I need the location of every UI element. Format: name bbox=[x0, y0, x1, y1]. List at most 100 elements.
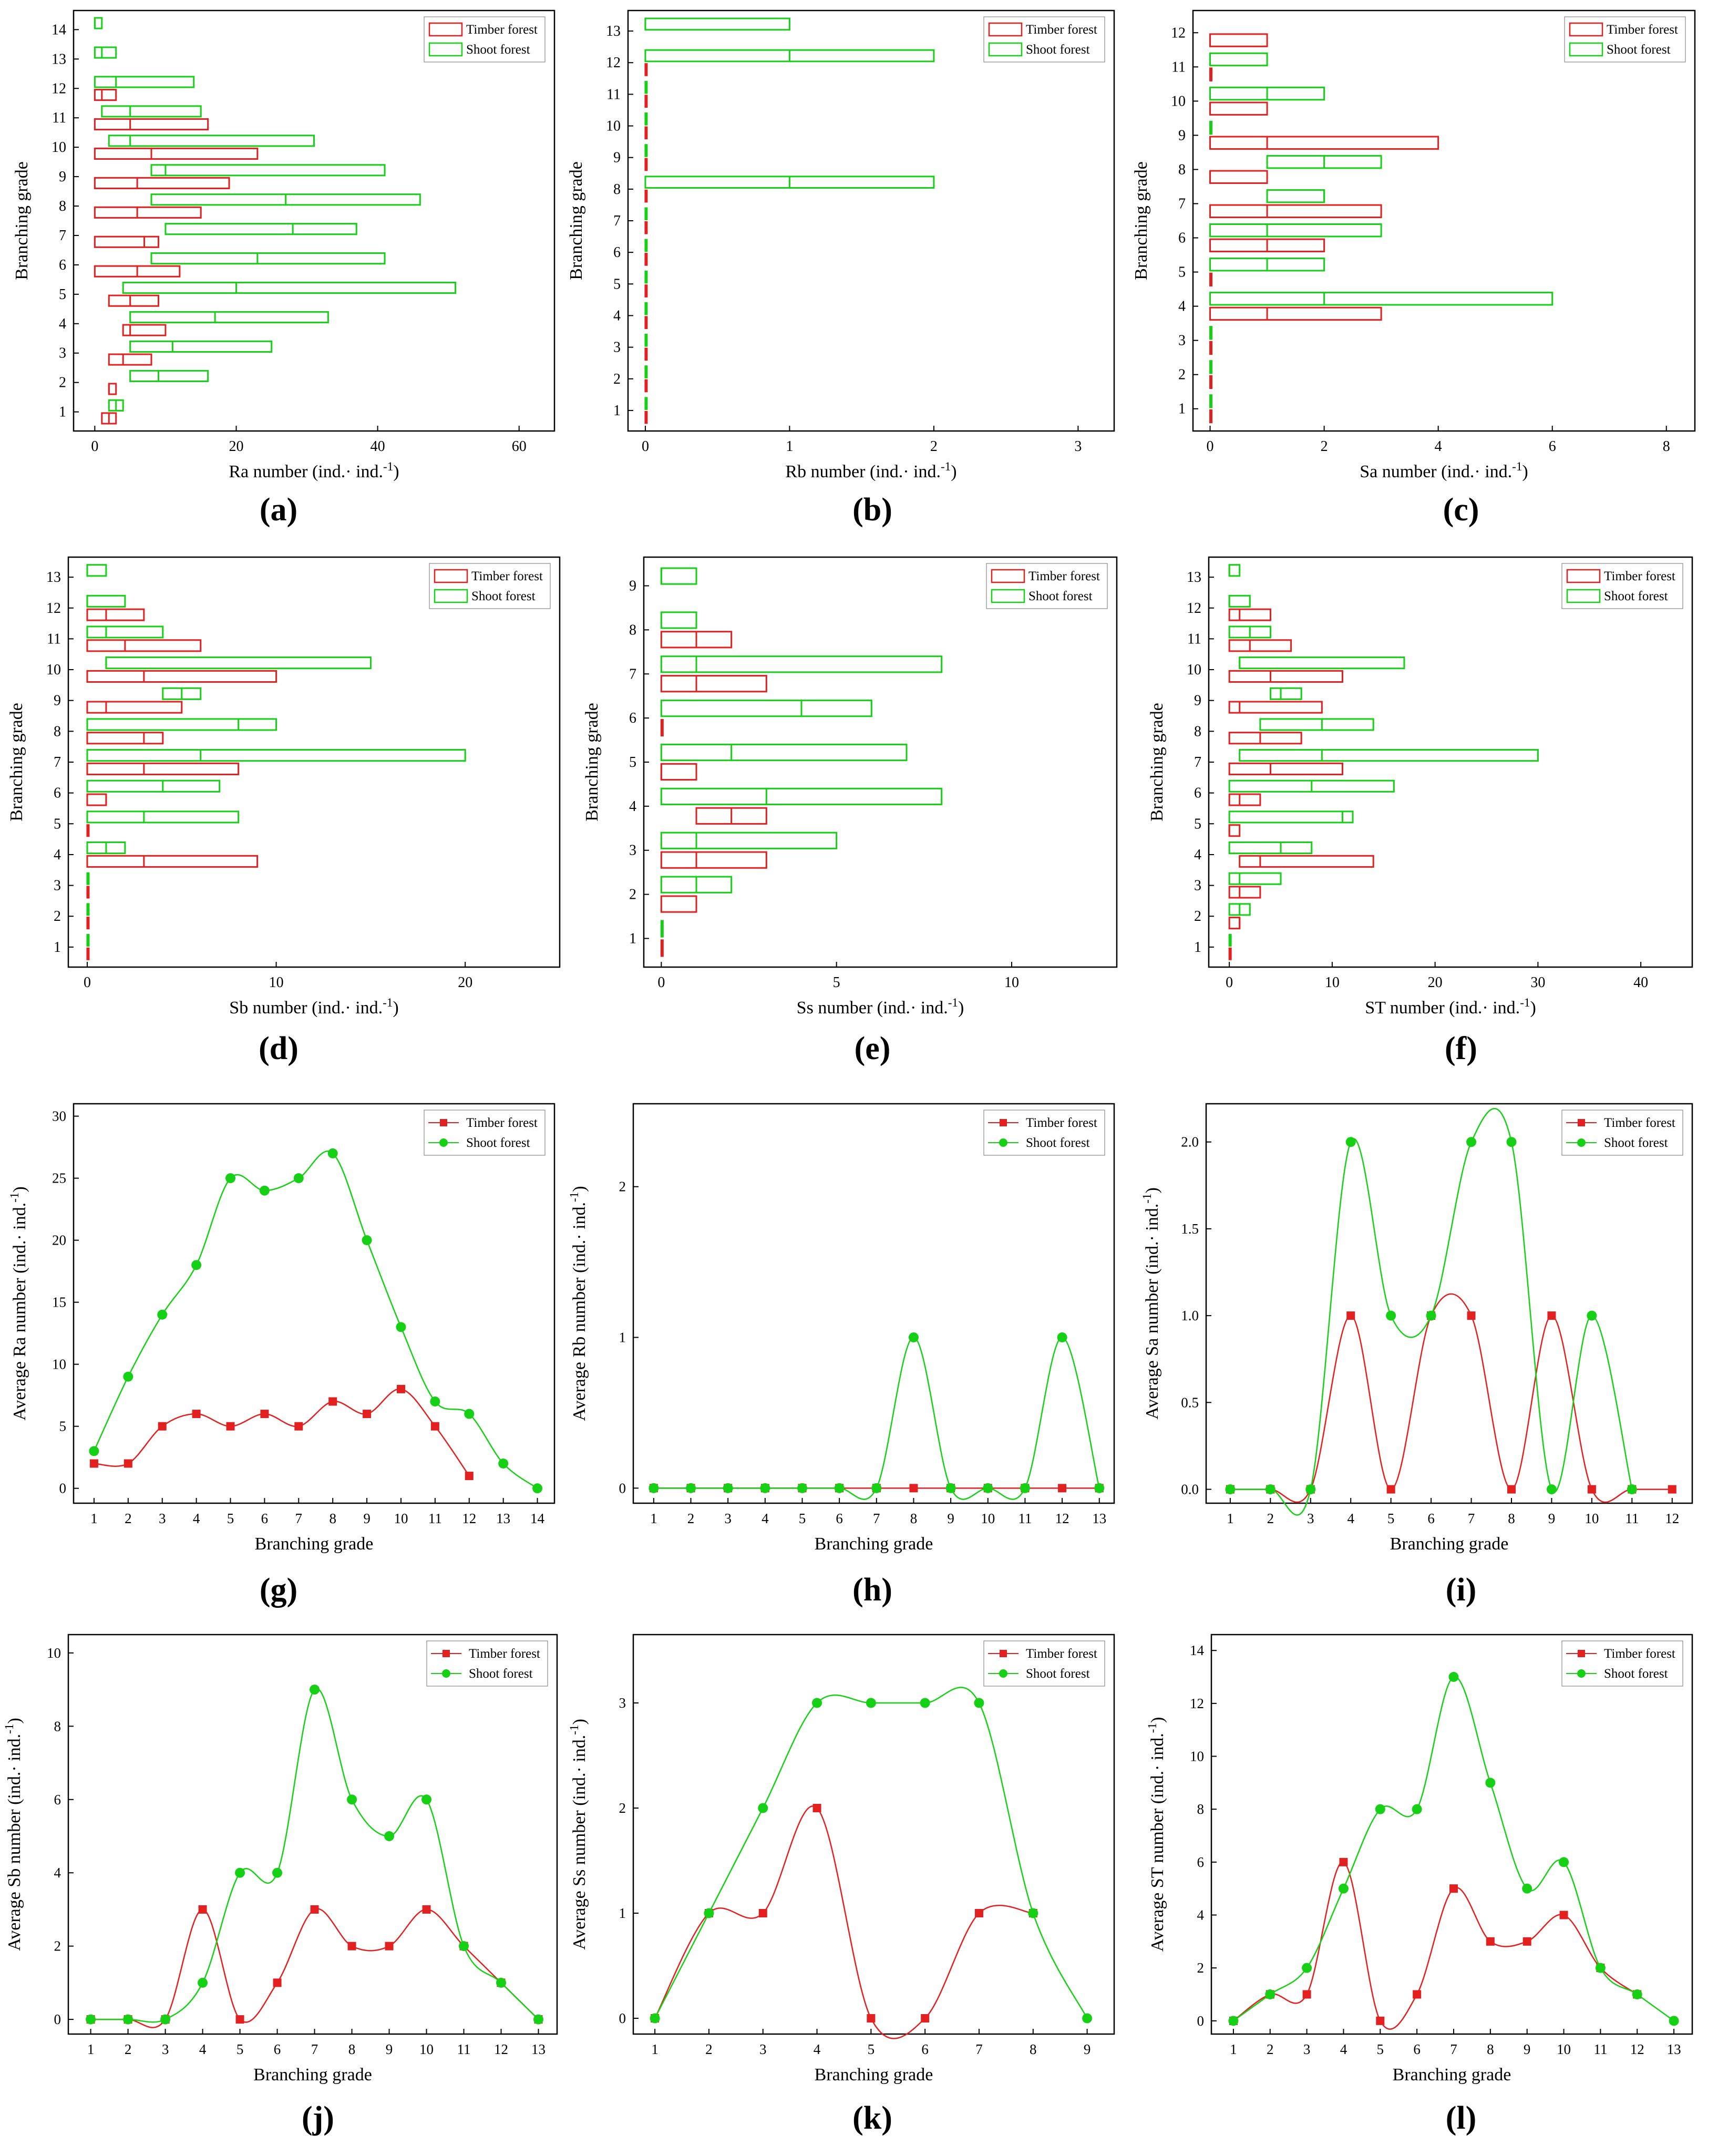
shoot-point bbox=[797, 1483, 807, 1493]
shoot-point bbox=[1485, 1778, 1496, 1788]
x-tick-label: 10 bbox=[269, 974, 284, 991]
legend-marker-shoot bbox=[999, 1669, 1007, 1678]
timber-bar bbox=[660, 895, 697, 913]
y-tick-label: 5 bbox=[1194, 816, 1201, 832]
shoot-bar bbox=[129, 311, 329, 324]
shoot-point bbox=[1669, 2016, 1679, 2026]
timber-bar bbox=[1228, 608, 1271, 621]
y-tick-label: 13 bbox=[1187, 569, 1201, 586]
shoot-bar bbox=[644, 80, 648, 94]
y-tick-label: 11 bbox=[606, 86, 621, 102]
y-tick-label: 9 bbox=[54, 693, 61, 709]
timber-bar bbox=[1228, 793, 1261, 806]
shoot-bar bbox=[1228, 594, 1251, 608]
timber-point bbox=[273, 1978, 282, 1987]
y-tick-label: 2 bbox=[59, 375, 66, 391]
x-tick-label: 4 bbox=[1435, 438, 1442, 455]
timber-bar bbox=[86, 793, 107, 806]
x-axis-label: Branching grade bbox=[1393, 2065, 1511, 2085]
y-tick-label: 7 bbox=[54, 754, 61, 771]
y-axis-label: Branching grade bbox=[12, 161, 32, 280]
timber-bar bbox=[1209, 67, 1213, 81]
x-tick-label: 4 bbox=[199, 2041, 207, 2057]
shoot-point bbox=[198, 1977, 208, 1988]
y-tick-label: 1 bbox=[59, 404, 66, 420]
shoot-point bbox=[160, 2014, 171, 2025]
y-tick-label: 3 bbox=[1178, 333, 1186, 349]
timber-point bbox=[422, 1905, 431, 1914]
y-tick-label: 6 bbox=[1178, 230, 1186, 247]
y-tick-label: 2 bbox=[1178, 367, 1186, 383]
y-tick-label: 0 bbox=[59, 1481, 67, 1496]
timber-point bbox=[974, 1909, 983, 1917]
x-tick-label: 2 bbox=[1267, 1511, 1274, 1526]
plot-frame bbox=[632, 1103, 1115, 1504]
y-tick-label: 1.0 bbox=[1181, 1308, 1199, 1323]
shoot-point bbox=[1228, 2016, 1239, 2026]
y-tick-label: 8 bbox=[629, 622, 636, 638]
timber-bar bbox=[1209, 341, 1213, 355]
y-tick-label: 4 bbox=[613, 307, 621, 324]
plot-frame bbox=[1210, 1634, 1693, 2035]
y-tick-label: 2 bbox=[619, 1800, 626, 1816]
shoot-bar bbox=[1209, 223, 1382, 238]
x-tick-label: 1 bbox=[786, 438, 793, 455]
panel-label: (g) bbox=[260, 1572, 297, 1608]
panel-label: (f) bbox=[1445, 1031, 1477, 1066]
x-tick-label: 5 bbox=[833, 974, 840, 991]
timber-bar bbox=[660, 718, 664, 737]
timber-bar bbox=[644, 126, 648, 140]
x-tick-label: 3 bbox=[759, 2041, 767, 2057]
x-tick-label: 0 bbox=[1207, 438, 1214, 455]
y-tick-label: 7 bbox=[1194, 754, 1201, 771]
shoot-bar bbox=[660, 700, 872, 717]
x-tick-label: 8 bbox=[1030, 2041, 1037, 2057]
timber-point bbox=[385, 1942, 394, 1950]
legend-label-shoot: Shoot forest bbox=[466, 1136, 530, 1150]
legend-label-timber: Timber forest bbox=[1604, 1116, 1675, 1130]
x-tick-label: 1 bbox=[1227, 1511, 1234, 1526]
x-tick-label: 12 bbox=[1055, 1511, 1069, 1526]
y-tick-label: 6 bbox=[613, 244, 621, 261]
x-tick-label: 11 bbox=[457, 2041, 471, 2057]
x-tick-label: 12 bbox=[1630, 2041, 1644, 2057]
y-tick-label: 10 bbox=[1187, 662, 1201, 678]
y-tick-label: 5 bbox=[629, 754, 636, 771]
timber-point bbox=[396, 1384, 405, 1393]
shoot-point bbox=[704, 1908, 714, 1918]
shoot-bar bbox=[86, 903, 90, 916]
y-tick-label: 4 bbox=[54, 1865, 61, 1881]
y-tick-label: 1 bbox=[629, 930, 636, 947]
panel-label: (e) bbox=[855, 1031, 891, 1066]
y-tick-label: 7 bbox=[629, 666, 636, 682]
shoot-point bbox=[1338, 1883, 1349, 1894]
y-tick-label: 4 bbox=[1197, 1907, 1205, 1923]
timber-bar bbox=[94, 177, 230, 189]
y-tick-label: 3 bbox=[629, 843, 636, 859]
y-tick-label: 6 bbox=[629, 710, 636, 726]
shoot-bar bbox=[660, 567, 697, 585]
timber-point bbox=[328, 1397, 337, 1406]
shoot-bar bbox=[1209, 120, 1213, 135]
x-tick-label: 12 bbox=[1665, 1511, 1679, 1526]
x-tick-label: 20 bbox=[229, 438, 243, 455]
legend-marker-shoot bbox=[439, 1138, 448, 1147]
y-tick-label: 9 bbox=[629, 578, 636, 594]
timber-bar bbox=[1228, 824, 1241, 837]
shoot-bar bbox=[86, 810, 240, 824]
shoot-bar bbox=[94, 76, 195, 88]
y-tick-label: 30 bbox=[52, 1108, 66, 1124]
shoot-point bbox=[983, 1483, 993, 1493]
y-tick-label: 5 bbox=[1178, 264, 1186, 281]
shoot-bar bbox=[86, 625, 164, 639]
legend-label-shoot: Shoot forest bbox=[1607, 43, 1671, 57]
x-axis-label: Branching grade bbox=[253, 2065, 372, 2085]
x-tick-label: 12 bbox=[494, 2041, 508, 2057]
shoot-point bbox=[866, 1698, 876, 1708]
timber-point bbox=[1486, 1937, 1495, 1946]
shoot-bar bbox=[164, 223, 357, 235]
timber-bar bbox=[94, 88, 117, 101]
